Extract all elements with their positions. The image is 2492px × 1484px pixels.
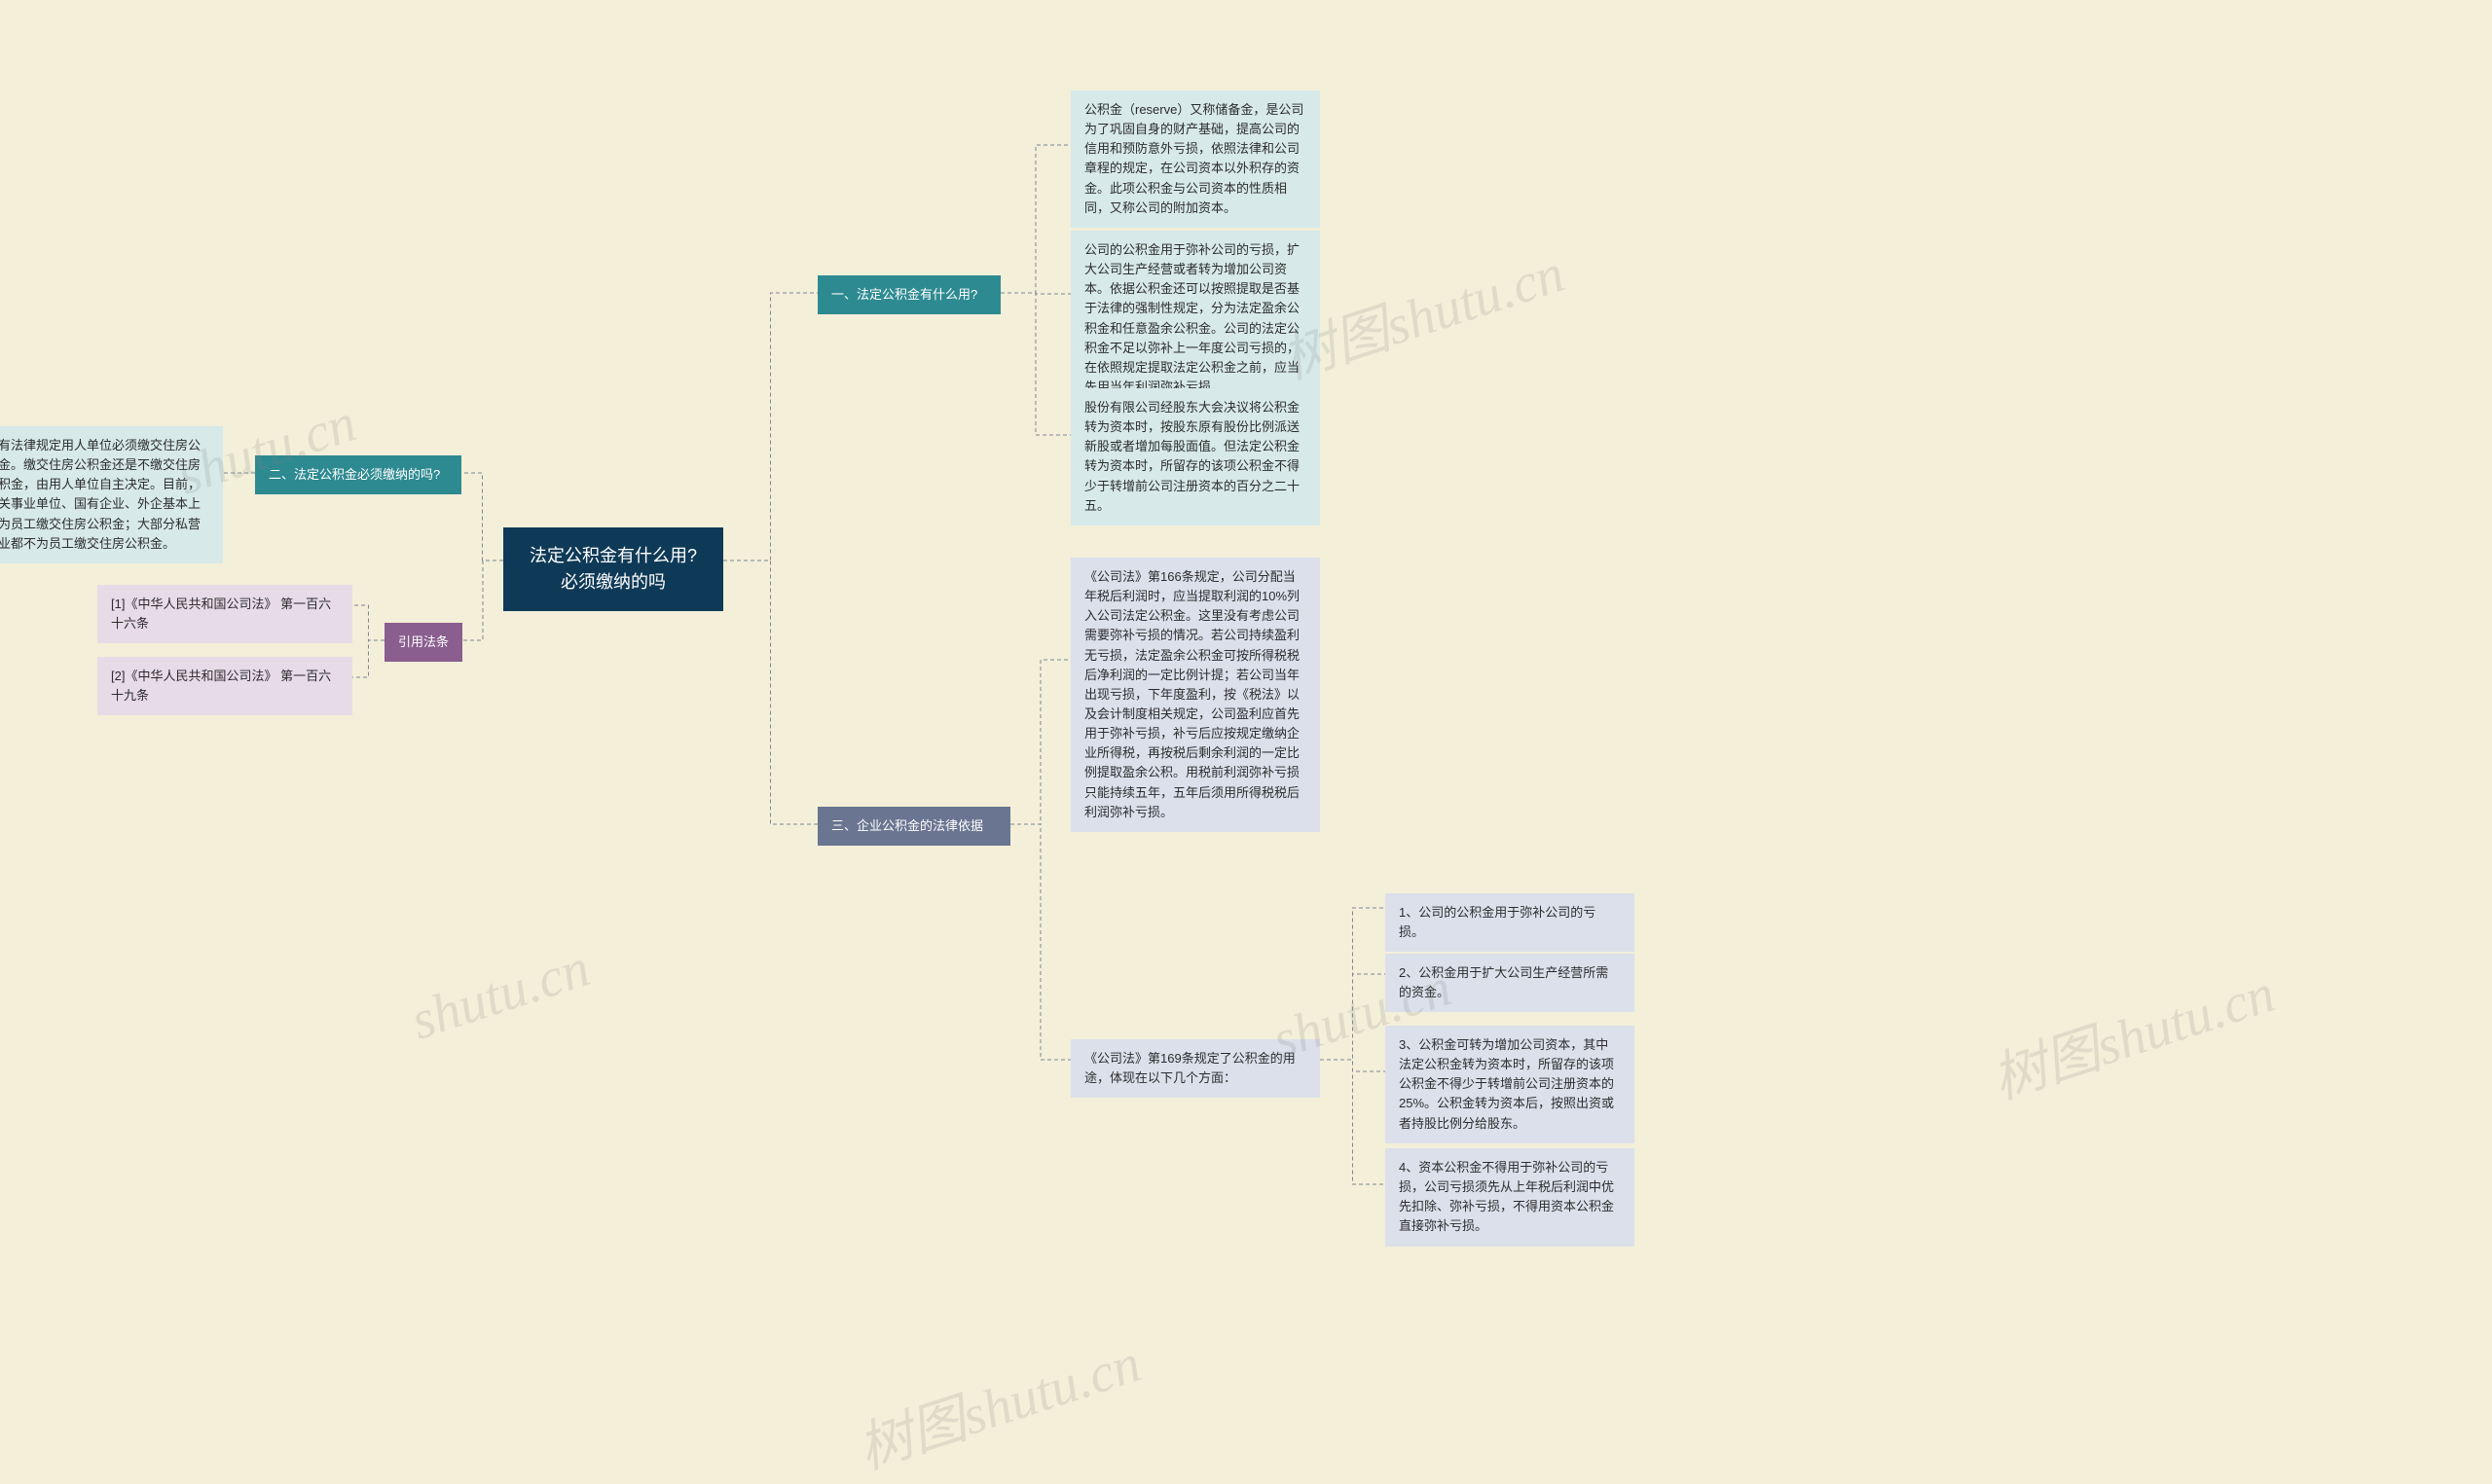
branch-3-leaf-2-child-3: 3、公积金可转为增加公司资本，其中法定公积金转为资本时，所留存的该项公积金不得少… [1385,1026,1634,1143]
watermark: 树图shutu.cn [847,1320,1150,1484]
branch-3-leaf-1: 《公司法》第166条规定，公司分配当年税后利润时，应当提取利润的10%列入公司法… [1071,558,1320,832]
branch-3-leaf-2: 《公司法》第169条规定了公积金的用途，体现在以下几个方面： [1071,1039,1320,1098]
branch-1-leaf-1: 公积金（reserve）又称储备金，是公司为了巩固自身的财产基础，提高公司的信用… [1071,90,1320,228]
branch-1-leaf-2: 公司的公积金用于弥补公司的亏损，扩大公司生产经营或者转为增加公司资本。依据公积金… [1071,231,1320,407]
branch-3-leaf-2-child-2: 2、公积金用于扩大公司生产经营所需的资金。 [1385,954,1634,1012]
branch-3-leaf-2-child-4: 4、资本公积金不得用于弥补公司的亏损，公司亏损须先从上年税后利润中优先扣除、弥补… [1385,1148,1634,1247]
watermark: 树图shutu.cn [1981,950,2284,1115]
branch-4-title[interactable]: 引用法条 [385,623,462,662]
branch-4-leaf-2: [2]《中华人民共和国公司法》 第一百六十九条 [97,657,352,715]
center-node[interactable]: 法定公积金有什么用?必须缴纳的吗 [503,527,723,611]
branch-1-leaf-3: 股份有限公司经股东大会决议将公积金转为资本时，按股东原有股份比例派送新股或者增加… [1071,388,1320,525]
branch-3-title[interactable]: 三、企业公积金的法律依据 [818,807,1010,846]
branch-1-title[interactable]: 一、法定公积金有什么用? [818,275,1001,314]
branch-3-leaf-2-child-1: 1、公司的公积金用于弥补公司的亏损。 [1385,893,1634,952]
branch-4-leaf-1: [1]《中华人民共和国公司法》 第一百六十六条 [97,585,352,643]
branch-2-leaf-1: 没有法律规定用人单位必须缴交住房公积金。缴交住房公积金还是不缴交住房公积金，由用… [0,426,223,563]
watermark: shutu.cn [404,936,598,1052]
branch-2-title[interactable]: 二、法定公积金必须缴纳的吗? [255,455,461,494]
